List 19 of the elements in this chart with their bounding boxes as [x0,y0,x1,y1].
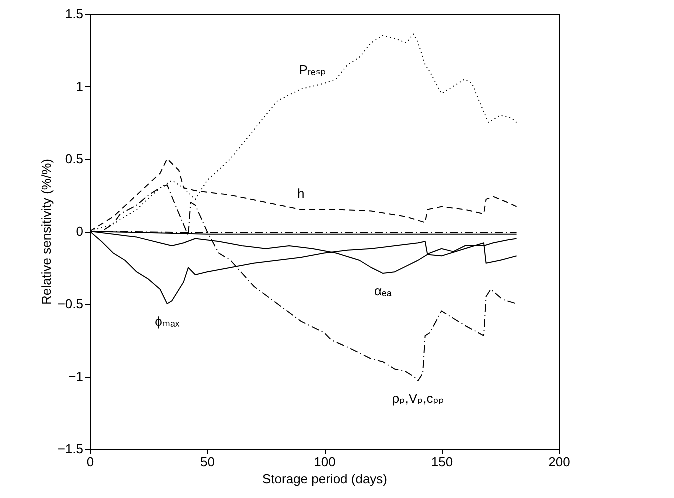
x-tick-label: 0 [86,454,94,470]
y-tick-label: −0.5 [58,296,84,312]
y-axis-title: Relative sensitivity (%/%) [38,159,54,305]
annotation: ρₚ,Vₚ,cₚₚ [392,390,444,406]
y-tick-label: 1 [76,79,84,94]
annotation: αₑₐ [374,284,392,299]
x-tick-label: 150 [431,454,454,470]
y-tick-label: 0.5 [65,152,84,166]
annotation: Pᵣₑₛₚ [299,62,326,78]
y-tick-label: 0 [76,224,84,239]
x-tick-label: 50 [200,454,215,470]
x-tick-label: 200 [548,454,570,470]
annotation: ϕₘₐₓ [155,314,180,329]
y-tick-label: 1.5 [65,6,84,22]
x-tick-label: 100 [314,454,336,470]
x-axis-title: Storage period (days) [262,472,388,486]
y-tick-label: −1.5 [58,442,84,456]
annotation: h [297,186,305,201]
y-tick-label: −1 [68,369,84,384]
